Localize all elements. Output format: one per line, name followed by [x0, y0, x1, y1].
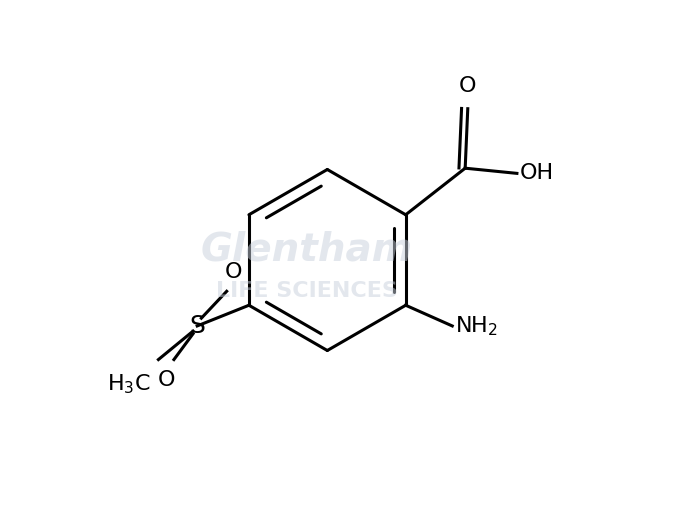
Text: OH: OH [519, 163, 553, 184]
Text: H$_3$C: H$_3$C [107, 372, 150, 396]
Text: O: O [225, 262, 242, 282]
Text: LIFE SCIENCES: LIFE SCIENCES [216, 281, 397, 301]
Text: NH$_2$: NH$_2$ [454, 314, 498, 338]
Text: O: O [157, 370, 175, 390]
Text: S: S [189, 314, 205, 338]
Text: O: O [459, 76, 477, 96]
Text: Glentham: Glentham [200, 231, 413, 269]
